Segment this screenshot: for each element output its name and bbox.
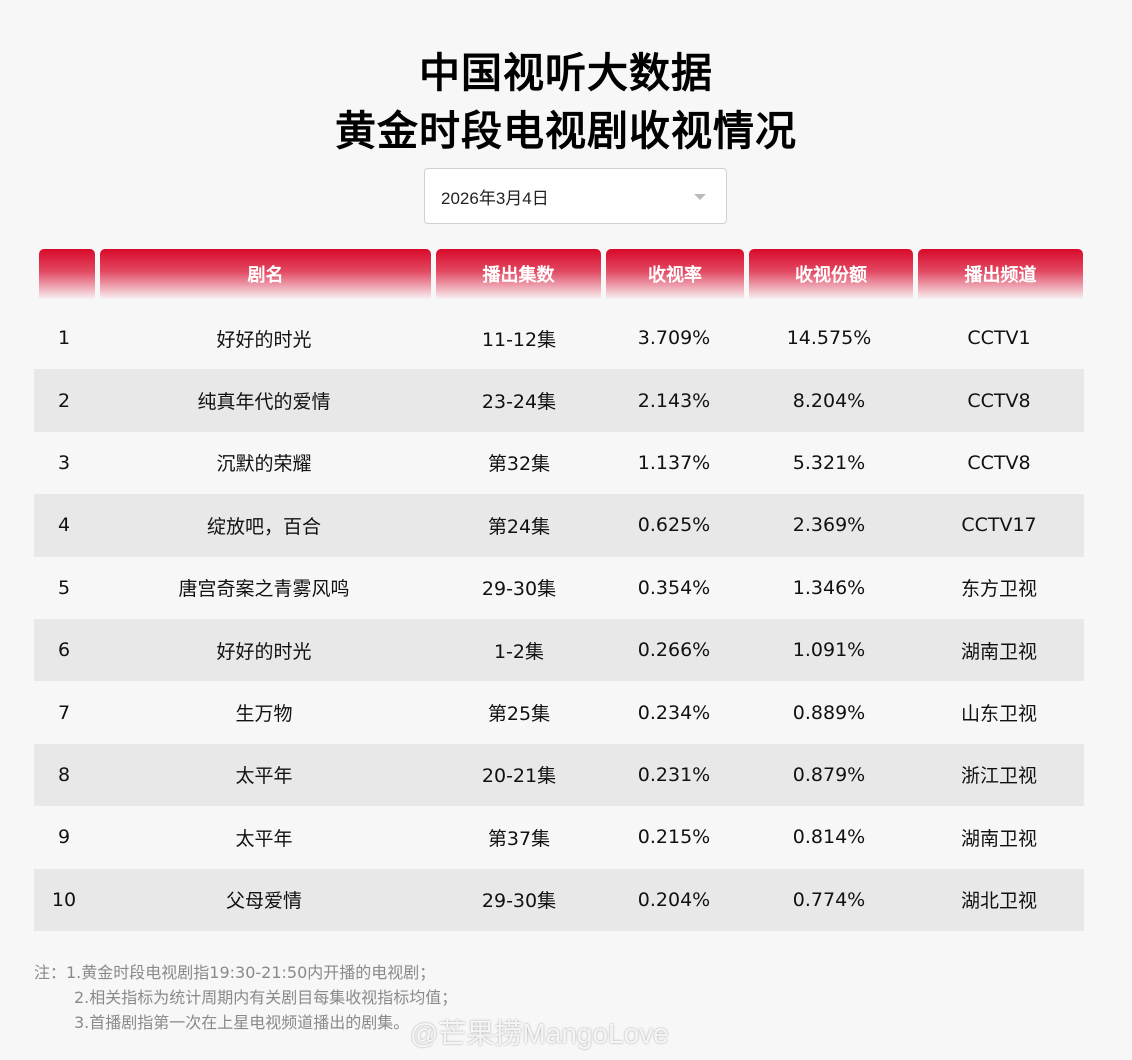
table-row: 1 好好的时光 11-12集 3.709% 14.575% CCTV1: [34, 307, 1084, 369]
episodes-cell: 第32集: [487, 453, 551, 476]
ratings-table: 剧名 播出集数 收视率 收视份额 播出频道 1 好好的时光 11-12集 3.709%…: [34, 249, 1084, 931]
rating-cell: 3.709%: [637, 327, 711, 350]
footnotes: 注：1.黄金时段电视剧指19:30-21:50内开播的电视剧； 2.相关指标为统…: [34, 960, 457, 1035]
table-row: 6 好好的时光 1-2集 0.266% 1.091% 湖南卫视: [34, 618, 1084, 682]
episodes-cell: 第24集: [487, 515, 551, 538]
episodes-cell: 第37集: [487, 827, 551, 850]
rating-cell: 0.204%: [637, 888, 711, 911]
channel-cell: 湖北卫视: [960, 890, 1037, 913]
episodes-cell: 1-2集: [493, 640, 545, 663]
channel-cell: 浙江卫视: [960, 765, 1037, 788]
table-row: 5 唐宫奇案之青雾风鸣 29-30集 0.354% 1.346% 东方卫视: [34, 557, 1084, 619]
column-header-rating: 收视率: [606, 249, 744, 299]
page-title: 中国视听大数据 黄金时段电视剧收视情况: [0, 44, 1132, 160]
channel-cell: CCTV8: [967, 389, 1031, 412]
rank-cell: 2: [57, 389, 71, 412]
chevron-down-icon: [694, 194, 706, 200]
title-line-2: 黄金时段电视剧收视情况: [335, 107, 797, 155]
share-cell: 1.346%: [792, 576, 866, 599]
rank-cell: 6: [57, 639, 71, 662]
name-cell: 纯真年代的爱情: [197, 391, 331, 414]
table-row: 3 沉默的荣耀 第32集 1.137% 5.321% CCTV8: [34, 432, 1084, 494]
channel-cell: 湖南卫视: [960, 640, 1037, 663]
name-cell: 好好的时光: [216, 640, 312, 663]
name-cell: 好好的时光: [216, 328, 312, 351]
share-cell: 8.204%: [792, 389, 866, 412]
column-header-episodes: 播出集数: [436, 249, 601, 299]
channel-cell: 东方卫视: [960, 578, 1037, 601]
note-1: 注：1.黄金时段电视剧指19:30-21:50内开播的电视剧；: [34, 963, 436, 982]
channel-cell: 山东卫视: [960, 703, 1037, 726]
table-row: 9 太平年 第37集 0.215% 0.814% 湖南卫视: [34, 806, 1084, 868]
share-cell: 14.575%: [786, 327, 872, 350]
share-cell: 1.091%: [792, 639, 866, 662]
episodes-cell: 29-30集: [481, 890, 557, 913]
rank-cell: 3: [57, 451, 71, 474]
rating-cell: 2.143%: [637, 389, 711, 412]
channel-cell: CCTV17: [961, 514, 1037, 537]
channel-cell: 湖南卫视: [960, 827, 1037, 850]
rating-cell: 0.215%: [637, 826, 711, 849]
table-row: 7 生万物 第25集 0.234% 0.889% 山东卫视: [34, 681, 1084, 743]
share-cell: 0.774%: [792, 888, 866, 911]
name-cell: 生万物: [235, 703, 293, 726]
rating-cell: 0.234%: [637, 701, 711, 724]
name-cell: 沉默的荣耀: [216, 453, 312, 476]
share-cell: 0.879%: [792, 763, 866, 786]
column-header-channel: 播出频道: [918, 249, 1083, 299]
rank-cell: 9: [57, 826, 71, 849]
rank-cell: 8: [57, 763, 71, 786]
table-header: 剧名 播出集数 收视率 收视份额 播出频道: [34, 249, 1084, 301]
table-row: 4 绽放吧，百合 第24集 0.625% 2.369% CCTV17: [34, 494, 1084, 557]
rating-cell: 0.354%: [637, 576, 711, 599]
watermark: @芒果捞MangoLove: [410, 1018, 669, 1049]
name-cell: 绽放吧，百合: [206, 515, 321, 538]
rating-cell: 0.266%: [637, 639, 711, 662]
share-cell: 0.889%: [792, 701, 866, 724]
note-2: 2.相关指标为统计周期内有关剧目每集收视指标均值；: [74, 988, 458, 1007]
episodes-cell: 29-30集: [481, 578, 557, 601]
note-3: 3.首播剧指第一次在上星电视频道播出的剧集。: [74, 1013, 410, 1032]
name-cell: 太平年: [235, 765, 293, 788]
rank-cell: 1: [57, 327, 71, 350]
table-body: 1 好好的时光 11-12集 3.709% 14.575% CCTV1 2 纯真年代的爱情 23…: [34, 307, 1084, 931]
episodes-cell: 20-21集: [481, 765, 557, 788]
column-header-rank: [39, 249, 95, 299]
rank-cell: 10: [51, 888, 77, 911]
name-cell: 太平年: [235, 827, 293, 850]
episodes-cell: 23-24集: [481, 391, 557, 414]
episodes-cell: 第25集: [487, 703, 551, 726]
name-cell: 父母爱情: [225, 890, 302, 913]
date-select[interactable]: 2026年3月4日: [424, 168, 727, 224]
channel-cell: CCTV1: [967, 327, 1031, 350]
table-row: 8 太平年 20-21集 0.231% 0.879% 浙江卫视: [34, 743, 1084, 807]
rank-cell: 5: [57, 576, 71, 599]
rating-cell: 1.137%: [637, 451, 711, 474]
share-cell: 2.369%: [792, 514, 866, 537]
name-cell: 唐宫奇案之青雾风鸣: [178, 578, 350, 601]
table-row: 10 父母爱情 29-30集 0.204% 0.774% 湖北卫视: [34, 868, 1084, 931]
rank-cell: 7: [57, 701, 71, 724]
channel-cell: CCTV8: [967, 451, 1031, 474]
rank-cell: 4: [57, 514, 71, 537]
table-row: 2 纯真年代的爱情 23-24集 2.143% 8.204% CCTV8: [34, 369, 1084, 432]
title-line-1: 中国视听大数据: [419, 49, 713, 97]
rating-cell: 0.625%: [637, 514, 711, 537]
share-cell: 5.321%: [792, 451, 866, 474]
column-header-share: 收视份额: [749, 249, 913, 299]
episodes-cell: 11-12集: [481, 328, 557, 351]
share-cell: 0.814%: [792, 826, 866, 849]
date-value: 2026年3月4日: [441, 188, 549, 208]
rating-cell: 0.231%: [637, 763, 711, 786]
column-header-name: 剧名: [100, 249, 431, 299]
